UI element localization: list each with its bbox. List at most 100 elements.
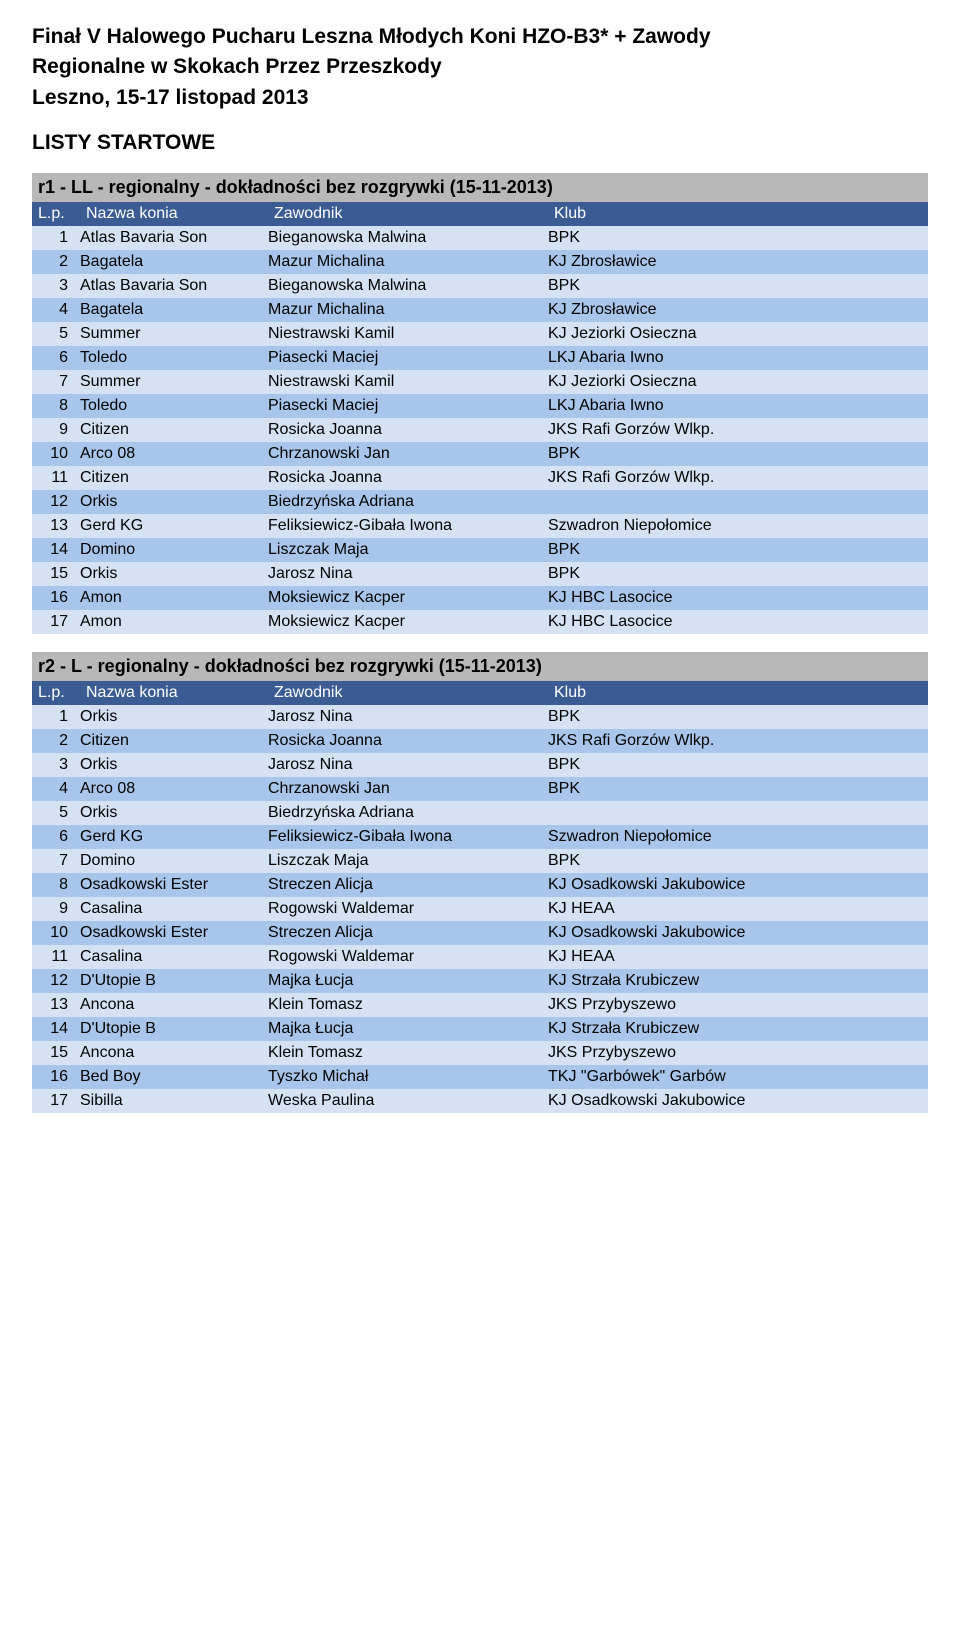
cell-horse: Orkis [80,493,268,511]
cell-lp: 15 [32,565,80,583]
cell-rider: Feliksiewicz-Gibała Iwona [268,517,528,535]
cell-rider: Biedrzyńska Adriana [268,493,528,511]
cell-club: BPK [528,708,928,726]
cell-club: KJ HEAA [528,900,928,918]
cell-lp: 7 [32,373,80,391]
cell-lp: 6 [32,828,80,846]
table-row: 11CitizenRosicka JoannaJKS Rafi Gorzów W… [32,466,928,490]
table-row: 10Arco 08Chrzanowski JanBPK [32,442,928,466]
round-header: L.p.Nazwa koniaZawodnikKlub [32,681,928,705]
cell-lp: 12 [32,493,80,511]
cell-lp: 15 [32,1044,80,1062]
cell-club: BPK [528,780,928,798]
header-rider: Zawodnik [274,205,534,223]
cell-rider: Weska Paulina [268,1092,528,1110]
section-heading: LISTY STARTOWE [32,131,928,155]
cell-club [528,493,928,511]
cell-horse: Citizen [80,469,268,487]
cell-rider: Klein Tomasz [268,996,528,1014]
cell-lp: 12 [32,972,80,990]
cell-rider: Chrzanowski Jan [268,445,528,463]
cell-rider: Mazur Michalina [268,301,528,319]
table-row: 15AnconaKlein TomaszJKS Przybyszewo [32,1041,928,1065]
header-rider: Zawodnik [274,684,534,702]
table-row: 17SibillaWeska PaulinaKJ Osadkowski Jaku… [32,1089,928,1113]
cell-club: KJ HBC Lasocice [528,613,928,631]
cell-lp: 11 [32,469,80,487]
table-row: 5SummerNiestrawski KamilKJ Jeziorki Osie… [32,322,928,346]
cell-rider: Rogowski Waldemar [268,948,528,966]
round-title: r1 - LL - regionalny - dokładności bez r… [32,173,928,202]
cell-lp: 4 [32,780,80,798]
cell-horse: D'Utopie B [80,1020,268,1038]
table-row: 4BagatelaMazur MichalinaKJ Zbrosławice [32,298,928,322]
header-club: Klub [534,205,928,223]
header-lp: L.p. [32,684,86,702]
cell-club: BPK [528,852,928,870]
round-block: r2 - L - regionalny - dokładności bez ro… [32,652,928,1113]
cell-lp: 9 [32,421,80,439]
cell-rider: Feliksiewicz-Gibała Iwona [268,828,528,846]
cell-horse: Sibilla [80,1092,268,1110]
cell-club: Szwadron Niepołomice [528,828,928,846]
header-club: Klub [534,684,928,702]
cell-club: KJ Osadkowski Jakubowice [528,924,928,942]
cell-horse: Toledo [80,397,268,415]
cell-horse: Gerd KG [80,517,268,535]
table-row: 6ToledoPiasecki MaciejLKJ Abaria Iwno [32,346,928,370]
table-row: 8Osadkowski EsterStreczen AlicjaKJ Osadk… [32,873,928,897]
cell-horse: Amon [80,589,268,607]
cell-rider: Jarosz Nina [268,708,528,726]
cell-rider: Bieganowska Malwina [268,229,528,247]
cell-lp: 1 [32,708,80,726]
cell-lp: 6 [32,349,80,367]
cell-horse: Osadkowski Ester [80,876,268,894]
table-row: 8ToledoPiasecki MaciejLKJ Abaria Iwno [32,394,928,418]
cell-horse: Orkis [80,708,268,726]
header-horse: Nazwa konia [86,205,274,223]
cell-rider: Niestrawski Kamil [268,325,528,343]
cell-rider: Rosicka Joanna [268,732,528,750]
cell-club: JKS Przybyszewo [528,1044,928,1062]
cell-lp: 17 [32,1092,80,1110]
cell-rider: Piasecki Maciej [268,349,528,367]
doc-title-line1: Finał V Halowego Pucharu Leszna Młodych … [32,24,928,50]
cell-lp: 1 [32,229,80,247]
cell-rider: Jarosz Nina [268,565,528,583]
table-row: 6Gerd KGFeliksiewicz-Gibała IwonaSzwadro… [32,825,928,849]
round-title: r2 - L - regionalny - dokładności bez ro… [32,652,928,681]
cell-club: JKS Rafi Gorzów Wlkp. [528,421,928,439]
cell-horse: Bagatela [80,253,268,271]
cell-club: KJ HEAA [528,948,928,966]
cell-horse: Orkis [80,565,268,583]
table-row: 1OrkisJarosz NinaBPK [32,705,928,729]
cell-lp: 13 [32,996,80,1014]
cell-horse: Summer [80,373,268,391]
table-row: 16Bed BoyTyszko MichałTKJ "Garbówek" Gar… [32,1065,928,1089]
table-row: 13AnconaKlein TomaszJKS Przybyszewo [32,993,928,1017]
table-row: 2CitizenRosicka JoannaJKS Rafi Gorzów Wl… [32,729,928,753]
cell-club: BPK [528,277,928,295]
cell-club: LKJ Abaria Iwno [528,397,928,415]
cell-rider: Rosicka Joanna [268,469,528,487]
cell-lp: 5 [32,804,80,822]
cell-horse: Ancona [80,996,268,1014]
cell-horse: Domino [80,541,268,559]
table-row: 17AmonMoksiewicz KacperKJ HBC Lasocice [32,610,928,634]
cell-lp: 3 [32,756,80,774]
cell-horse: Amon [80,613,268,631]
cell-club: BPK [528,541,928,559]
cell-horse: D'Utopie B [80,972,268,990]
cell-rider: Majka Łucja [268,1020,528,1038]
cell-horse: Domino [80,852,268,870]
cell-horse: Atlas Bavaria Son [80,277,268,295]
cell-horse: Osadkowski Ester [80,924,268,942]
cell-club: BPK [528,445,928,463]
cell-horse: Casalina [80,948,268,966]
cell-club: JKS Przybyszewo [528,996,928,1014]
cell-rider: Bieganowska Malwina [268,277,528,295]
cell-horse: Summer [80,325,268,343]
cell-club: KJ Osadkowski Jakubowice [528,876,928,894]
table-row: 4Arco 08Chrzanowski JanBPK [32,777,928,801]
cell-rider: Jarosz Nina [268,756,528,774]
